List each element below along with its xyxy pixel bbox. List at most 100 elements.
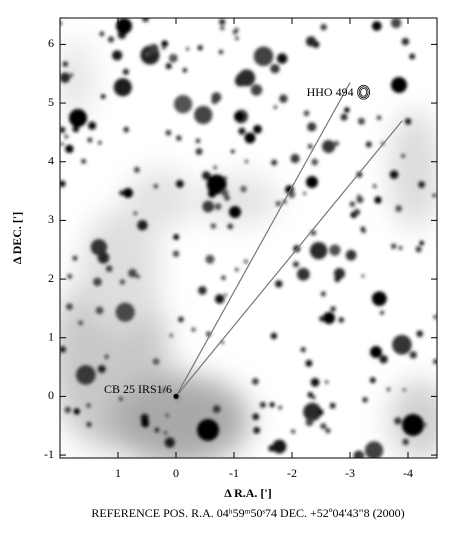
y-tick-label: 1 — [48, 329, 54, 343]
star — [128, 268, 137, 278]
star — [268, 445, 275, 452]
star — [409, 351, 417, 359]
star — [238, 127, 246, 135]
star — [153, 183, 159, 189]
star — [202, 171, 211, 180]
star — [72, 125, 80, 133]
star — [165, 413, 170, 418]
star — [338, 317, 345, 323]
star — [402, 438, 409, 445]
star — [195, 148, 203, 155]
star — [86, 403, 91, 408]
star — [364, 441, 384, 458]
star — [253, 427, 260, 434]
annotation: CB 25 IRS1/6 — [104, 382, 172, 396]
x-axis-label: Δ R.A. ['] — [224, 486, 272, 500]
star — [320, 291, 326, 297]
star — [218, 49, 224, 55]
star — [175, 179, 184, 188]
star — [353, 208, 361, 216]
star — [307, 392, 314, 398]
star — [75, 365, 96, 385]
star — [409, 53, 416, 60]
star — [400, 153, 406, 158]
star — [372, 184, 377, 188]
star — [62, 61, 68, 67]
star — [275, 280, 283, 288]
star — [119, 397, 123, 401]
star — [60, 346, 66, 353]
star — [64, 134, 69, 139]
star — [292, 261, 300, 268]
star — [235, 36, 239, 41]
star — [433, 359, 437, 364]
star — [419, 240, 425, 246]
star — [115, 302, 135, 322]
star — [317, 409, 324, 416]
star — [185, 47, 190, 51]
star — [219, 18, 226, 26]
star — [64, 406, 71, 414]
star — [433, 314, 437, 320]
star — [320, 423, 327, 430]
star — [145, 52, 150, 57]
star — [276, 53, 288, 64]
star — [416, 330, 424, 338]
star — [229, 206, 241, 218]
star — [402, 414, 424, 436]
star — [379, 355, 388, 364]
star — [172, 250, 180, 257]
star — [244, 132, 256, 144]
star — [432, 193, 437, 198]
star — [152, 358, 160, 365]
star — [357, 117, 365, 125]
star — [205, 254, 215, 264]
star — [356, 194, 362, 200]
star — [165, 63, 172, 70]
star — [362, 397, 368, 403]
y-tick-label: -1 — [44, 447, 54, 461]
star — [372, 291, 387, 307]
star — [88, 121, 97, 130]
star — [197, 45, 203, 51]
star — [198, 286, 207, 295]
star — [291, 429, 296, 434]
star — [322, 140, 336, 154]
y-tick-label: 6 — [48, 36, 54, 50]
star — [164, 437, 175, 448]
sight-line — [175, 120, 403, 397]
star — [251, 378, 259, 385]
star — [105, 265, 113, 273]
star — [165, 129, 172, 136]
y-tick-label: 3 — [48, 212, 54, 226]
star — [123, 188, 133, 198]
star — [119, 279, 126, 285]
star — [279, 94, 288, 103]
star — [404, 118, 412, 125]
star — [240, 185, 247, 193]
star — [81, 158, 87, 164]
y-axis-label: Δ DEC. ['] — [10, 212, 24, 265]
star — [329, 244, 341, 256]
star — [176, 135, 182, 141]
star — [60, 21, 63, 26]
star — [333, 268, 346, 280]
star — [161, 46, 166, 50]
star — [214, 203, 222, 210]
y-tick-label: 0 — [48, 388, 54, 402]
star — [235, 267, 239, 272]
star — [162, 388, 166, 392]
star — [60, 126, 66, 134]
star — [168, 53, 178, 63]
star — [376, 115, 382, 120]
star — [324, 380, 329, 384]
star — [133, 211, 137, 216]
x-tick-label: -1 — [229, 466, 239, 480]
star — [99, 31, 105, 37]
star — [212, 405, 221, 413]
star — [161, 40, 169, 48]
star — [361, 274, 365, 278]
star — [244, 259, 248, 264]
star — [119, 190, 125, 196]
